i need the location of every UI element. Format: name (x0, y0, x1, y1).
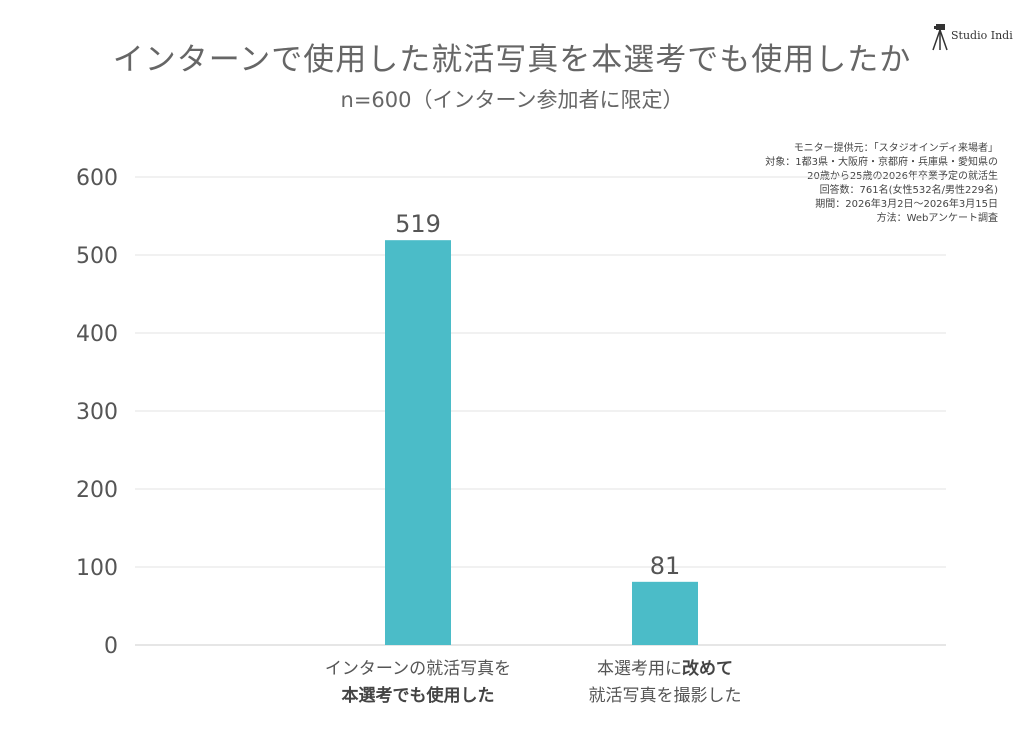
survey-note-line: 回答数：761名(女性532名/男性229名) (819, 185, 998, 196)
x-tick-label-part: インターンの就活写真を (324, 659, 512, 679)
y-tick-label: 300 (76, 400, 118, 425)
chart-title: インターンで使用した就活写真を本選考でも使用したか (112, 42, 912, 78)
survey-note-line: 方法：Webアンケート調査 (876, 213, 998, 224)
x-tick-label-line: インターンの就活写真を (288, 656, 548, 683)
x-tick-label-line: 本選考用に改めて (535, 656, 795, 683)
x-tick-label-part: 改めて (682, 659, 733, 679)
y-tick-label: 500 (76, 244, 118, 269)
data-label: 81 (650, 552, 681, 580)
bar (385, 240, 451, 645)
camera-tripod-icon (932, 24, 948, 51)
y-tick-label: 600 (76, 166, 118, 191)
x-tick-label-line: 本選考でも使用した (288, 683, 548, 710)
survey-note-line: 期間：2026年3月2日〜2026年3月15日 (815, 199, 998, 210)
y-tick-label: 100 (76, 556, 118, 581)
y-tick-label: 0 (104, 634, 118, 659)
brand-logo: Studio Indi (930, 22, 1013, 52)
data-label: 519 (395, 210, 441, 238)
x-tick-label-line: 就活写真を撮影した (535, 683, 795, 710)
x-tick-label-part: 本選考用に (597, 659, 682, 679)
bar (632, 581, 698, 645)
y-tick-label: 400 (76, 322, 118, 347)
y-tick-label: 200 (76, 478, 118, 503)
logo-text: Studio Indi (951, 29, 1013, 42)
x-tick-label: 本選考用に改めて就活写真を撮影した (535, 656, 795, 710)
x-tick-label: インターンの就活写真を 本選考でも使用した (288, 656, 548, 710)
x-tick-label-part: 本選考でも使用した (341, 686, 495, 706)
chart-subtitle: n=600（インターン参加者に限定） (340, 88, 684, 112)
survey-note-line: モニター提供元：「スタジオインディ来場者」 (793, 143, 998, 154)
x-tick-label-part: 就活写真を撮影した (588, 686, 742, 706)
survey-note-line: 対象：1都3県・大阪府・京都府・兵庫県・愛知県の (765, 157, 998, 168)
